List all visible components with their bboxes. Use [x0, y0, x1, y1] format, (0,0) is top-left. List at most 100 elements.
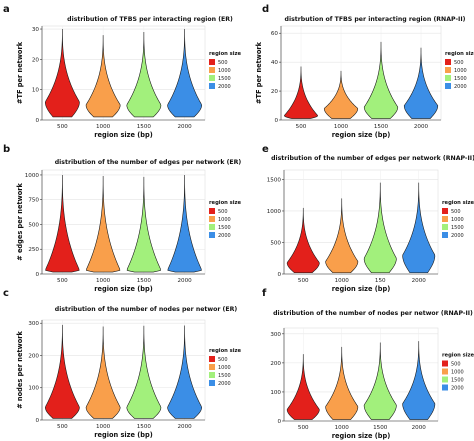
panel-b: b distribution of the number of edges per… — [3, 144, 242, 293]
legend-entry: 2000 — [451, 386, 464, 392]
violin-500 — [45, 174, 80, 273]
violin-500 — [286, 207, 320, 274]
legend-swatch — [445, 67, 451, 73]
x-tick-label: 500 — [298, 278, 309, 284]
panel-label: e — [262, 144, 269, 155]
legend-entry: 500 — [218, 209, 228, 215]
x-tick-label: 1000 — [335, 278, 350, 284]
x-tick-label: 500 — [298, 425, 309, 431]
legend-entry: 500 — [218, 60, 228, 66]
panel-label: d — [262, 4, 269, 15]
legend-swatch — [442, 216, 448, 222]
violin-1000 — [323, 70, 359, 119]
panel-label: c — [3, 288, 9, 299]
violin-1000 — [85, 326, 121, 419]
x-tick-label: 2000 — [412, 278, 427, 284]
x-axis-label: region size (bp) — [332, 285, 390, 293]
x-tick-label: 1500 — [137, 278, 152, 284]
y-tick-label: 40 — [271, 60, 279, 66]
legend-swatch — [442, 224, 448, 230]
x-tick-label: 1000 — [335, 425, 350, 431]
violin-1000 — [325, 346, 359, 420]
violin-2000 — [167, 174, 202, 273]
x-tick-label: 1000 — [96, 424, 111, 430]
violin-1500 — [126, 32, 162, 118]
y-tick-label: 1000 — [25, 173, 40, 179]
panel-f: f distribution of the number of nodes per… — [262, 288, 474, 440]
x-tick-label: 2000 — [412, 425, 427, 431]
x-tick-label: 2000 — [414, 124, 429, 130]
legend-entry: 2000 — [451, 233, 464, 239]
legend-swatch — [442, 208, 448, 214]
x-tick-label: 500 — [57, 278, 68, 284]
legend-entry: 1000 — [218, 217, 231, 223]
legend-entry: 1500 — [218, 225, 231, 231]
legend-swatch — [209, 356, 215, 362]
x-axis-label: region size (bp) — [332, 131, 390, 139]
y-tick-label: 200 — [28, 353, 39, 359]
panel-title: distribution of the number of nodes per … — [55, 306, 238, 313]
y-tick-label: 100 — [270, 390, 281, 396]
violin-500 — [44, 29, 80, 118]
legend-swatch — [442, 368, 448, 375]
violin-500 — [44, 324, 80, 419]
x-tick-label: 500 — [296, 124, 307, 130]
legend-entry: 1000 — [454, 68, 467, 74]
legend-swatch — [209, 364, 215, 370]
legend-entry: 1000 — [218, 68, 231, 74]
violin-2000 — [402, 341, 436, 420]
legend-swatch — [209, 372, 215, 378]
y-tick-label: 1000 — [267, 209, 282, 215]
y-tick-label: 0 — [274, 118, 278, 124]
legend-title: region size — [442, 200, 474, 206]
x-tick-label: 150 — [375, 278, 386, 284]
panel-title: distribution of the number of edges per … — [271, 155, 474, 162]
violin-2000 — [167, 29, 203, 118]
violin-500 — [286, 354, 320, 420]
legend-entry: 1000 — [218, 365, 231, 371]
panel-d: d distrbution of TFBS per interacting reg… — [255, 4, 474, 139]
legend-swatch — [209, 380, 215, 386]
panel-title: distribution of the number of nodes per … — [273, 310, 473, 317]
panel-title: distribution of the number of edges per … — [55, 159, 242, 166]
x-tick-label: 1500 — [137, 124, 152, 130]
legend-swatch — [209, 224, 215, 230]
legend-swatch — [209, 75, 215, 81]
y-tick-label: 1500 — [267, 177, 282, 183]
legend-entry: 500 — [218, 357, 228, 363]
legend-entry: 1000 — [451, 217, 464, 223]
legend-swatch — [442, 376, 448, 383]
y-tick-label: 250 — [28, 247, 39, 253]
legend-entry: 1500 — [451, 378, 464, 384]
legend-title: region size — [445, 51, 474, 57]
x-tick-label: 2000 — [178, 424, 193, 430]
y-tick-label: 0 — [35, 418, 39, 424]
x-tick-label: 1500 — [373, 425, 388, 431]
legend-entry: 1000 — [451, 370, 464, 376]
legend-title: region size — [209, 51, 242, 57]
legend-entry: 500 — [451, 362, 461, 368]
legend-entry: 2000 — [218, 381, 231, 387]
y-tick-label: 500 — [28, 222, 39, 228]
legend-swatch — [445, 75, 451, 81]
violin-1500 — [363, 342, 397, 420]
legend-entry: 500 — [454, 60, 464, 66]
y-tick-label: 200 — [270, 361, 281, 367]
panel-c: c distribution of the number of nodes per… — [3, 288, 242, 439]
violin-150 — [363, 182, 397, 274]
legend-swatch — [209, 83, 215, 89]
panel-label: b — [3, 144, 10, 155]
legend-swatch — [209, 216, 215, 222]
x-tick-label: 1000 — [96, 278, 111, 284]
legend-entry: 2000 — [218, 233, 231, 239]
x-tick-label: 1000 — [334, 124, 349, 130]
x-axis-label: region size (bp) — [94, 131, 152, 139]
legend-entry: 1500 — [454, 76, 467, 82]
panel-label: a — [3, 4, 10, 15]
violin-1500 — [126, 176, 161, 273]
y-tick-label: 300 — [270, 332, 281, 338]
legend-entry: 1500 — [451, 225, 464, 231]
legend-title: region size — [442, 353, 474, 359]
